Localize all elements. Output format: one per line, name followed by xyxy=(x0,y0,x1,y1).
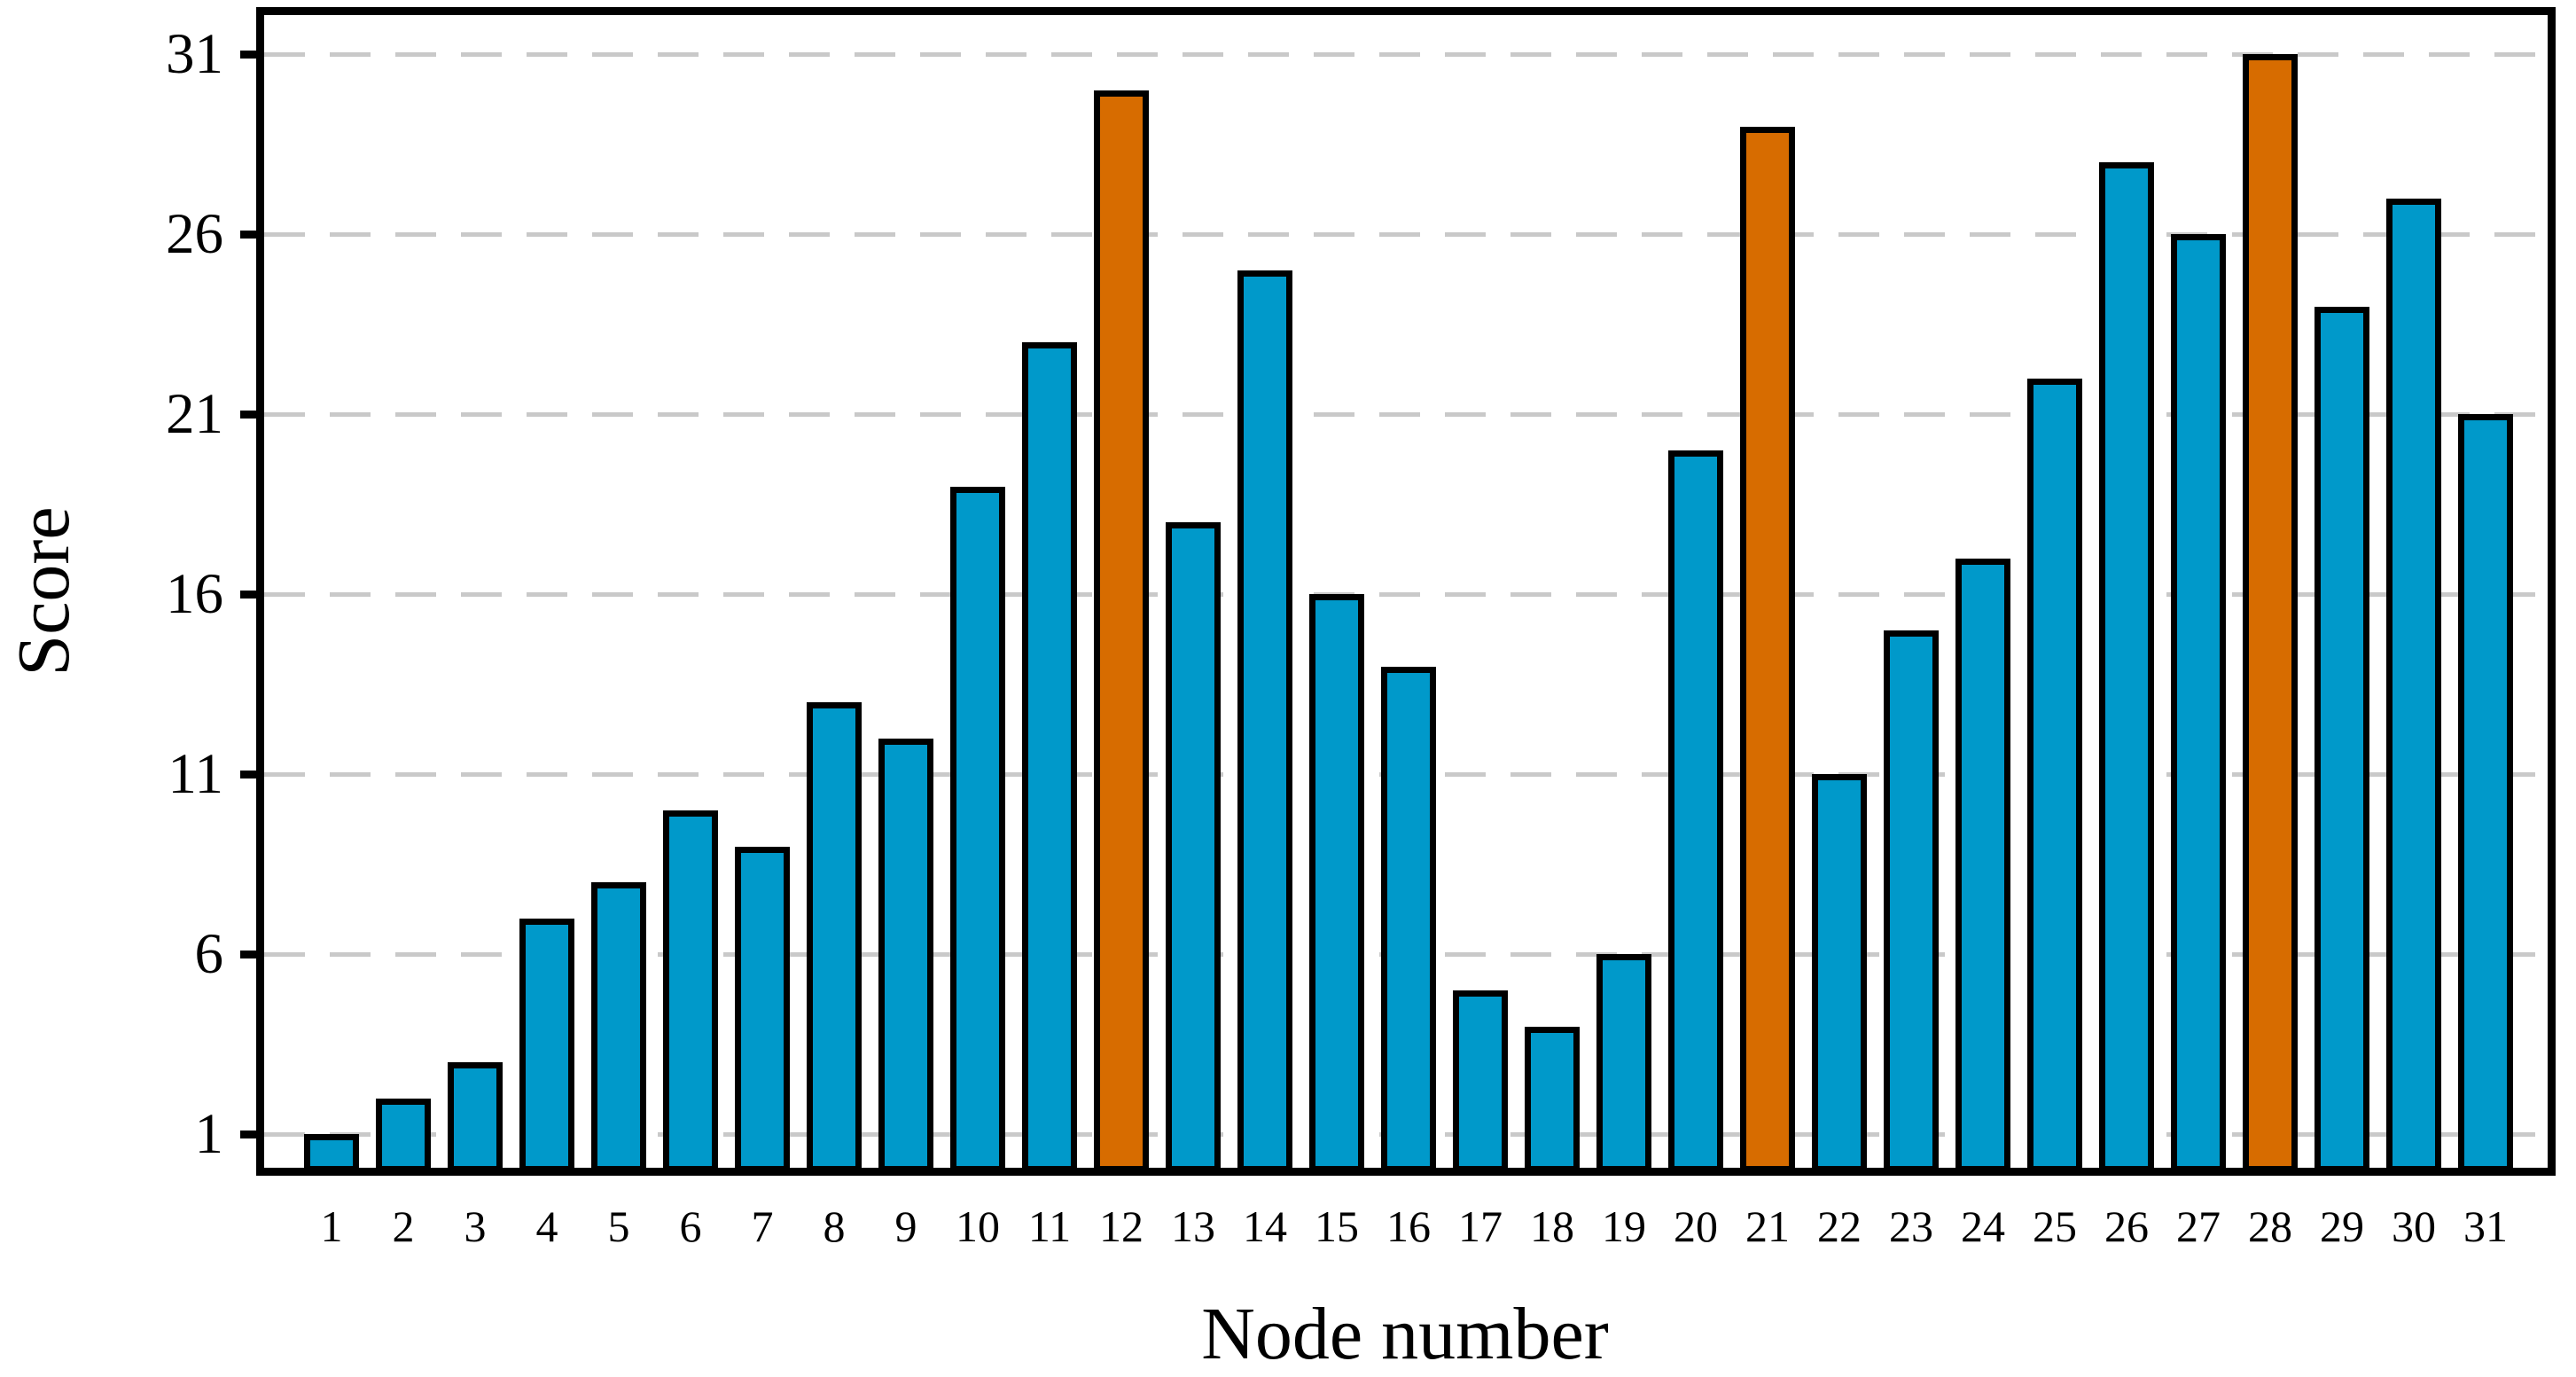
bar-node-12 xyxy=(1094,90,1149,1172)
y-tick-label-26: 26 xyxy=(166,202,223,267)
bar-node-18 xyxy=(1525,1026,1580,1172)
bar-node-25 xyxy=(2027,378,2082,1172)
bar-node-8 xyxy=(807,702,862,1172)
y-tick-mark-11 xyxy=(240,770,260,778)
bar-node-24 xyxy=(1955,558,2010,1172)
x-tick-label-2: 2 xyxy=(392,1201,415,1251)
bar-node-15 xyxy=(1309,594,1364,1172)
bar-node-19 xyxy=(1596,954,1651,1172)
bar-node-9 xyxy=(878,738,933,1172)
bar-node-26 xyxy=(2099,162,2154,1172)
x-tick-label-9: 9 xyxy=(894,1201,917,1251)
gridline-y-16 xyxy=(264,591,2548,597)
x-tick-label-7: 7 xyxy=(751,1201,774,1251)
bar-node-17 xyxy=(1453,990,1508,1172)
x-tick-label-26: 26 xyxy=(2104,1201,2149,1251)
gridline-y-21 xyxy=(264,411,2548,417)
x-axis-title: Node number xyxy=(1201,1293,1609,1375)
x-tick-label-23: 23 xyxy=(1889,1201,1933,1251)
bar-node-22 xyxy=(1812,774,1867,1172)
x-tick-label-17: 17 xyxy=(1458,1201,1503,1251)
y-tick-mark-31 xyxy=(240,50,260,59)
y-tick-label-1: 1 xyxy=(194,1102,224,1167)
bar-node-6 xyxy=(663,810,718,1172)
bar-node-28 xyxy=(2243,54,2298,1172)
x-tick-label-14: 14 xyxy=(1243,1201,1287,1251)
x-tick-label-28: 28 xyxy=(2248,1201,2292,1251)
x-tick-label-31: 31 xyxy=(2463,1201,2508,1251)
bar-node-31 xyxy=(2458,414,2513,1172)
bar-node-30 xyxy=(2386,198,2441,1172)
bar-node-16 xyxy=(1381,666,1436,1172)
x-tick-label-25: 25 xyxy=(2033,1201,2077,1251)
bar-node-4 xyxy=(519,918,574,1172)
x-tick-label-12: 12 xyxy=(1099,1201,1144,1251)
y-tick-mark-16 xyxy=(240,590,260,599)
bar-node-27 xyxy=(2171,234,2226,1172)
y-tick-label-16: 16 xyxy=(166,562,223,627)
x-tick-label-6: 6 xyxy=(679,1201,702,1251)
x-tick-label-30: 30 xyxy=(2392,1201,2436,1251)
bar-node-1 xyxy=(304,1134,359,1172)
x-tick-label-1: 1 xyxy=(320,1201,343,1251)
y-tick-mark-26 xyxy=(240,230,260,239)
x-tick-label-18: 18 xyxy=(1530,1201,1574,1251)
bar-node-23 xyxy=(1884,630,1939,1172)
x-tick-label-29: 29 xyxy=(2320,1201,2364,1251)
bar-node-14 xyxy=(1237,270,1292,1172)
bar-node-29 xyxy=(2314,306,2369,1172)
bar-node-3 xyxy=(448,1062,503,1172)
y-tick-label-11: 11 xyxy=(168,742,223,807)
y-tick-label-31: 31 xyxy=(166,22,223,87)
x-tick-label-11: 11 xyxy=(1027,1201,1072,1251)
bar-node-20 xyxy=(1668,450,1723,1172)
y-tick-label-6: 6 xyxy=(194,922,224,987)
y-tick-mark-1 xyxy=(240,1130,260,1138)
y-tick-label-21: 21 xyxy=(166,382,223,447)
x-tick-label-13: 13 xyxy=(1171,1201,1215,1251)
x-tick-label-15: 15 xyxy=(1315,1201,1359,1251)
bar-node-5 xyxy=(591,882,646,1172)
x-tick-label-24: 24 xyxy=(1961,1201,2005,1251)
x-tick-label-16: 16 xyxy=(1386,1201,1431,1251)
bar-node-11 xyxy=(1022,342,1077,1172)
x-tick-label-19: 19 xyxy=(1602,1201,1646,1251)
x-tick-label-10: 10 xyxy=(956,1201,1000,1251)
x-tick-label-20: 20 xyxy=(1674,1201,1718,1251)
x-tick-label-3: 3 xyxy=(464,1201,487,1251)
bar-node-21 xyxy=(1740,126,1795,1172)
bar-node-10 xyxy=(950,486,1005,1172)
y-tick-mark-6 xyxy=(240,950,260,958)
gridline-y-26 xyxy=(264,231,2548,237)
x-tick-label-4: 4 xyxy=(535,1201,558,1251)
bar-node-13 xyxy=(1166,522,1221,1172)
y-tick-mark-21 xyxy=(240,410,260,419)
y-axis-title: Score xyxy=(3,506,85,677)
x-tick-label-8: 8 xyxy=(823,1201,846,1251)
bar-node-2 xyxy=(376,1098,431,1172)
x-tick-label-5: 5 xyxy=(607,1201,630,1251)
x-tick-label-22: 22 xyxy=(1817,1201,1862,1251)
x-tick-label-27: 27 xyxy=(2176,1201,2221,1251)
bar-node-7 xyxy=(735,846,790,1172)
gridline-y-31 xyxy=(264,51,2548,57)
x-tick-label-21: 21 xyxy=(1745,1201,1790,1251)
